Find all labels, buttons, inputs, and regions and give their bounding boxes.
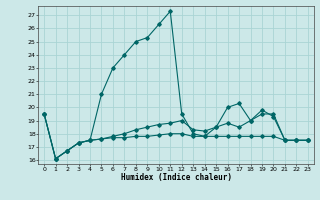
X-axis label: Humidex (Indice chaleur): Humidex (Indice chaleur) — [121, 173, 231, 182]
